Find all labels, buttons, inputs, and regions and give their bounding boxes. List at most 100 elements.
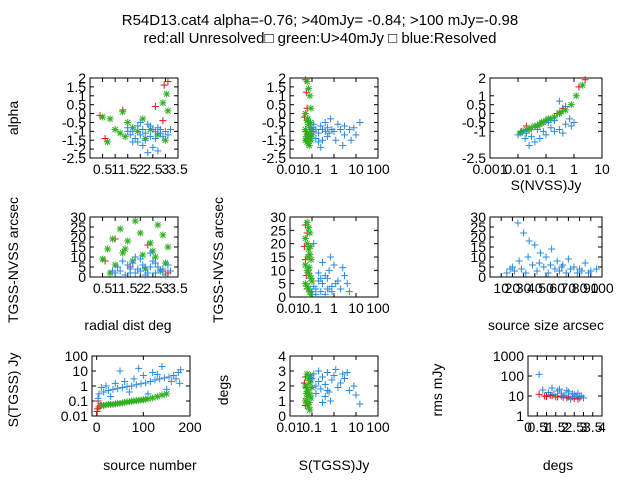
- data-point: [534, 126, 542, 134]
- y-tick-label: 25: [270, 222, 286, 238]
- data-point: [301, 126, 309, 134]
- data-point: [536, 249, 544, 257]
- data-point: [339, 370, 347, 378]
- y-tick-label: -2.5: [462, 150, 486, 166]
- data-point: [149, 247, 157, 255]
- data-point: [161, 271, 169, 279]
- y-tick-label: 1: [78, 88, 86, 104]
- y-axis-label: S(TGSS) Jy: [5, 353, 21, 428]
- data-point: [308, 375, 316, 382]
- data-point: [325, 266, 333, 274]
- y-tick-label: 0.5: [467, 97, 487, 113]
- data-point: [124, 261, 132, 269]
- data-point: [116, 367, 124, 375]
- data-point: [339, 142, 347, 150]
- data-point: [307, 104, 315, 112]
- y-tick-label: -2: [74, 141, 87, 157]
- data-point: [323, 274, 331, 282]
- x-tick-label: 10: [493, 280, 509, 296]
- data-point: [573, 269, 581, 277]
- data-point: [581, 76, 589, 84]
- y-tick-label: 20: [70, 229, 86, 245]
- data-point: [303, 370, 311, 378]
- data-point: [124, 127, 132, 135]
- chart-title-line-1: R54D13.cat4 alpha=-0.76; >40mJy= -0.84; …: [121, 12, 519, 29]
- data-point: [531, 122, 539, 130]
- y-tick-label: 10: [72, 363, 88, 379]
- data-point: [303, 240, 311, 248]
- series-blue: [535, 370, 587, 403]
- data-point: [524, 253, 532, 261]
- x-tick-label: 60: [549, 280, 565, 296]
- data-point: [327, 115, 335, 123]
- y-tick-label: 2: [278, 70, 286, 86]
- y-tick-label: 5: [78, 259, 86, 275]
- data-point: [124, 118, 132, 126]
- data-point: [321, 393, 329, 400]
- data-point: [535, 390, 543, 398]
- y-tick-label: 1: [278, 393, 286, 409]
- data-point: [176, 379, 184, 387]
- data-point: [161, 136, 169, 144]
- data-point: [566, 115, 574, 123]
- data-point: [301, 261, 309, 269]
- data-point: [164, 78, 172, 86]
- data-point: [118, 383, 126, 391]
- data-point: [307, 376, 315, 384]
- data-point: [542, 131, 550, 139]
- data-point: [153, 392, 161, 400]
- data-point: [529, 261, 537, 269]
- plot-p6: 102030405060708090100051015202530source …: [470, 209, 613, 333]
- data-point: [308, 277, 316, 285]
- y-tick-label: 15: [70, 239, 86, 255]
- y-axis-label: TGSS-NVSS arcsec: [210, 197, 226, 323]
- data-point: [151, 259, 159, 267]
- data-point: [303, 385, 311, 393]
- x-tick-label: 20: [505, 280, 521, 296]
- data-point: [129, 124, 137, 132]
- data-point: [123, 383, 131, 391]
- data-point: [315, 129, 323, 137]
- data-point: [131, 253, 139, 261]
- data-point: [177, 366, 185, 374]
- data-point: [121, 133, 129, 141]
- data-point: [307, 290, 315, 298]
- y-tick-label: 5: [478, 259, 486, 275]
- data-point: [345, 126, 353, 134]
- data-point: [306, 406, 314, 414]
- y-tick-label: 1.5: [67, 79, 87, 95]
- y-tick-label: 10: [508, 388, 524, 404]
- x-tick-label: 10: [348, 300, 364, 316]
- data-point: [321, 118, 329, 126]
- x-tick-label: 0.001: [472, 161, 507, 177]
- data-point: [503, 269, 511, 277]
- data-point: [340, 131, 348, 139]
- data-point: [94, 394, 102, 402]
- x-tick-label: 10: [594, 161, 610, 177]
- data-point: [550, 127, 558, 135]
- data-point: [318, 258, 326, 266]
- y-tick-label: 2: [478, 70, 486, 86]
- data-point: [520, 229, 528, 237]
- data-point: [306, 229, 314, 237]
- x-tick-label: 100: [590, 280, 614, 296]
- y-tick-label: -2.5: [62, 150, 86, 166]
- x-tick-label: 0: [524, 419, 532, 435]
- data-point: [146, 122, 154, 130]
- data-point: [114, 399, 122, 407]
- x-tick-label: 4: [598, 419, 606, 435]
- x-tick-label: 80: [572, 280, 588, 296]
- data-point: [317, 143, 325, 151]
- data-point: [305, 140, 313, 148]
- x-axis-label: source number: [103, 457, 197, 473]
- data-point: [557, 389, 565, 397]
- data-point: [307, 136, 315, 144]
- data-point: [154, 147, 162, 155]
- data-point: [325, 129, 333, 137]
- data-point: [535, 370, 543, 378]
- data-point: [302, 133, 310, 141]
- data-point: [305, 245, 313, 253]
- data-point: [525, 142, 533, 150]
- data-point: [312, 126, 320, 134]
